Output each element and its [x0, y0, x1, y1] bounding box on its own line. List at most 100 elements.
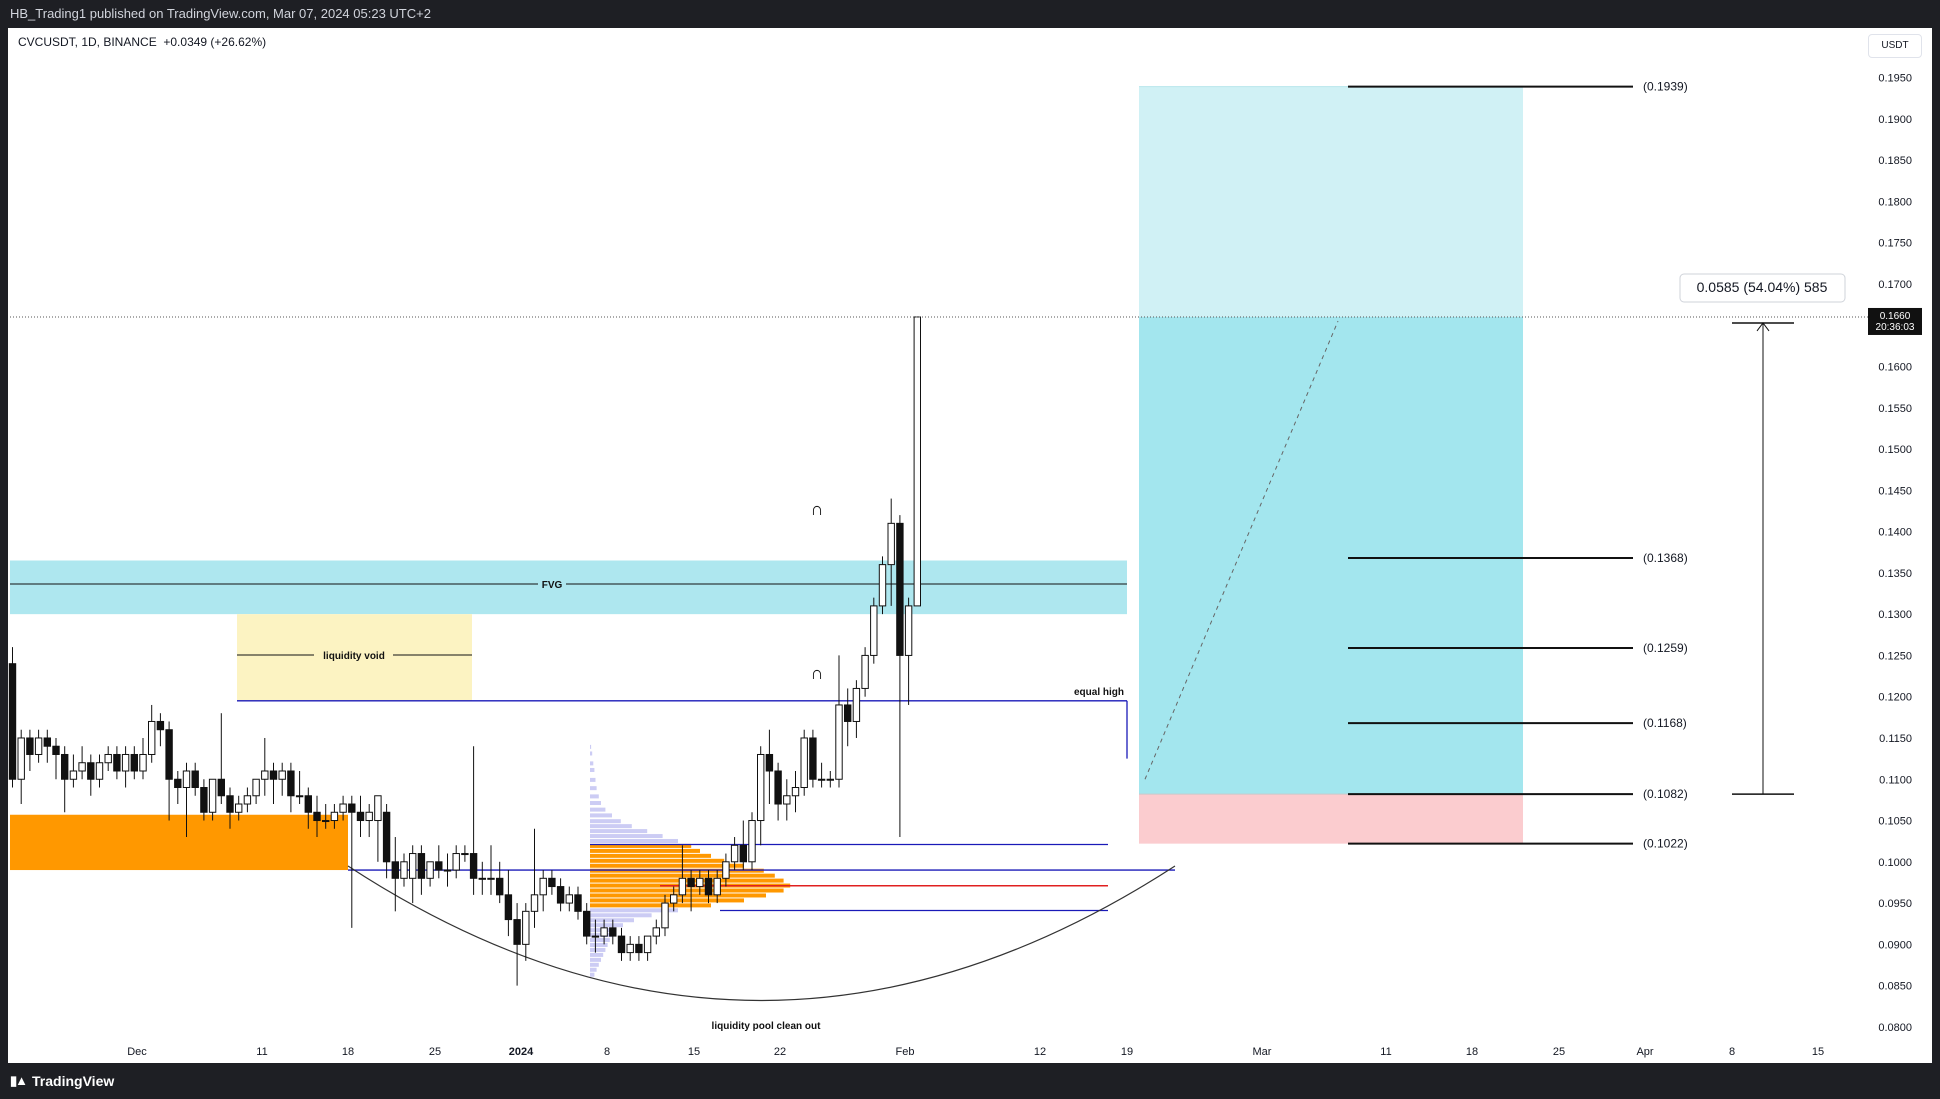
- projection-dashed-line: [1144, 320, 1339, 780]
- candle-body: [487, 877, 495, 880]
- candle-body: [852, 687, 861, 722]
- chart-frame[interactable]: [8, 28, 1932, 1063]
- candle-body: [704, 877, 713, 896]
- stop-zone: [1139, 794, 1523, 844]
- candle-body: [339, 803, 347, 813]
- time-axis-tick: 11: [256, 1046, 267, 1058]
- candle-body: [661, 902, 669, 929]
- price-axis-tick: 0.1900: [1878, 114, 1912, 126]
- symbol-change: +0.0349 (+26.62%): [163, 35, 267, 49]
- volume-profile-bar: [590, 858, 725, 863]
- volume-profile-bar: [590, 794, 599, 799]
- volume-profile-bar: [590, 918, 634, 923]
- liquidity-pool-label: liquidity pool clean out: [712, 1021, 822, 1032]
- candle-body: [235, 803, 243, 813]
- volume-profile-bar: [590, 923, 623, 928]
- candle-body: [87, 762, 95, 780]
- volume-profile-bar: [590, 972, 595, 977]
- time-axis-tick: 2024: [509, 1046, 534, 1058]
- volume-profile-bar: [590, 947, 606, 952]
- candle-body: [104, 753, 112, 764]
- candle-body: [870, 605, 878, 656]
- price-axis-tick: 0.1250: [1878, 650, 1912, 662]
- candle-body: [583, 910, 591, 937]
- time-axis-tick: 15: [688, 1046, 700, 1058]
- candle-body: [652, 927, 660, 937]
- candle-body: [287, 770, 295, 797]
- candle-body: [643, 935, 652, 954]
- candle-body: [713, 877, 721, 896]
- price-axis-tick: 0.1050: [1878, 816, 1912, 828]
- price-axis-tick: 0.1000: [1878, 857, 1912, 869]
- candle-body: [243, 795, 252, 805]
- liquidity-pool-arc: [347, 865, 1176, 1001]
- candle-body: [400, 861, 408, 879]
- candle-body: [130, 753, 139, 772]
- volume-profile-bar: [590, 863, 744, 868]
- candle-body: [69, 770, 78, 780]
- candle-body: [574, 894, 582, 912]
- price-axis-tick: 0.1700: [1878, 279, 1912, 291]
- currency-unit-button[interactable]: USDT: [1868, 34, 1922, 58]
- liquidity-void-zone: [237, 614, 472, 701]
- volume-profile-bar: [590, 898, 744, 903]
- volume-profile-bar: [590, 938, 610, 943]
- price-axis-tick: 0.0850: [1878, 981, 1912, 993]
- magnet-icon[interactable]: ∩: [811, 499, 824, 519]
- candle-body: [452, 853, 460, 871]
- candle-body: [478, 877, 487, 880]
- candle-body: [95, 762, 104, 780]
- candle-body: [217, 778, 226, 797]
- volume-profile-bar: [590, 967, 597, 972]
- candle-body: [791, 787, 800, 797]
- volume-profile-bar: [590, 888, 784, 893]
- target-level-label: (0.1022): [1643, 837, 1688, 851]
- tradingview-logo[interactable]: ▮▲ TradingView: [10, 1073, 114, 1089]
- volume-profile-bar: [590, 843, 692, 848]
- magnet-icon[interactable]: ∩: [811, 663, 824, 683]
- candle-body: [208, 778, 217, 813]
- candle-body: [148, 720, 156, 755]
- candle-body: [565, 894, 573, 904]
- time-axis-tick: 22: [774, 1046, 786, 1058]
- volume-profile-bar: [590, 838, 678, 843]
- symbol-legend: CVCUSDT, 1D, BINANCE +0.0349 (+26.62%): [18, 35, 266, 49]
- volume-profile-bar: [590, 908, 678, 913]
- candle-body: [635, 943, 643, 954]
- volume-profile-bar: [590, 913, 652, 918]
- candle-body: [809, 737, 817, 780]
- candle-body: [61, 753, 69, 780]
- target-zone: [1139, 316, 1523, 795]
- candle-body: [748, 820, 756, 863]
- volume-profile-bar: [590, 853, 711, 858]
- time-axis-tick: 25: [429, 1046, 441, 1058]
- price-axis-tick: 0.0900: [1878, 939, 1912, 951]
- candle-body: [200, 787, 208, 813]
- price-axis-tick: 0.1500: [1878, 444, 1912, 456]
- candle-body: [817, 778, 826, 781]
- candle-body: [165, 729, 173, 780]
- candle-body: [800, 737, 808, 789]
- time-axis-tick: 15: [1812, 1046, 1824, 1058]
- time-axis-tick: 8: [604, 1046, 610, 1058]
- candle-body: [8, 663, 17, 780]
- candle-body: [113, 753, 121, 772]
- time-axis-tick: Dec: [127, 1046, 147, 1058]
- candle-body: [409, 853, 417, 879]
- volume-profile-bar: [590, 834, 663, 839]
- time-axis-tick: 18: [342, 1046, 354, 1058]
- current-price-tag: [1868, 307, 1922, 335]
- candle-body: [443, 869, 452, 872]
- candle-body: [52, 745, 60, 755]
- volume-profile-bar: [590, 786, 597, 791]
- orange-demand-zone: [10, 814, 348, 871]
- volume-profile-bar: [590, 807, 606, 812]
- candle-body: [513, 919, 521, 945]
- candle-body: [365, 811, 373, 822]
- price-axis-tick: 0.1100: [1879, 774, 1912, 786]
- candle-body: [904, 605, 913, 656]
- candle-body: [783, 795, 791, 805]
- candle-body: [182, 770, 191, 789]
- candle-body: [156, 720, 165, 731]
